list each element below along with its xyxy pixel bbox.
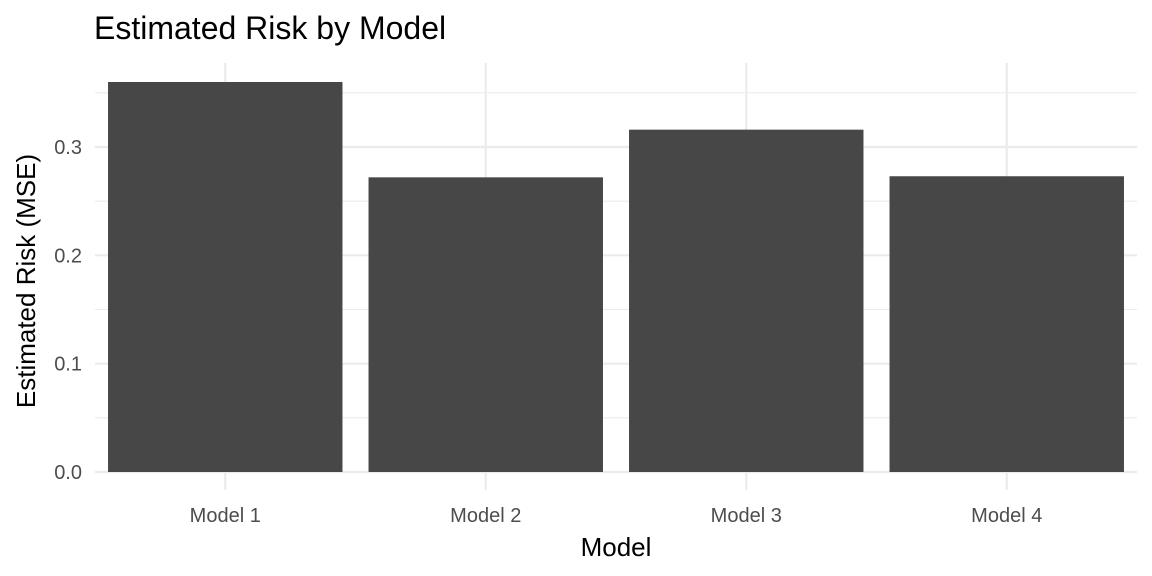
y-tick-label: 0.3: [54, 137, 82, 159]
y-tick-label: 0.0: [54, 462, 82, 484]
x-tick-label: Model 1: [190, 505, 261, 527]
x-tick-label: Model 2: [450, 505, 521, 527]
x-tick-label: Model 3: [711, 505, 782, 527]
y-tick-label: 0.1: [54, 354, 82, 376]
x-axis-title: Model: [581, 532, 652, 562]
chart-title: Estimated Risk by Model: [94, 10, 446, 46]
bar-2: [368, 177, 603, 473]
x-tick-label: Model 4: [971, 505, 1042, 527]
x-axis-ticks: Model 1 Model 2 Model 3 Model 4: [190, 505, 1043, 527]
bar-4: [889, 176, 1124, 472]
bar-1: [108, 82, 343, 472]
y-axis-ticks: 0.0 0.1 0.2 0.3: [54, 137, 82, 484]
bars: [108, 82, 1124, 473]
y-tick-label: 0.2: [54, 245, 82, 267]
y-axis-title: Estimated Risk (MSE): [11, 154, 41, 408]
bar-3: [629, 129, 864, 472]
